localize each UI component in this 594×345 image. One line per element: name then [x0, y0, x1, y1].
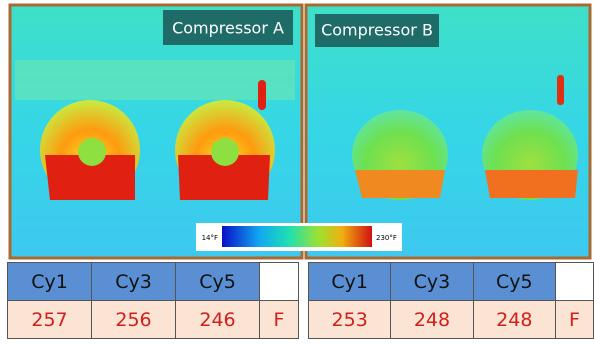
value-cell: 246	[176, 301, 260, 339]
value-cell: 248	[391, 301, 473, 339]
unit-cell: F	[260, 301, 299, 339]
panel-b: Compressor B	[306, 5, 590, 258]
blank-cell	[555, 263, 593, 301]
panel-label: Compressor A	[172, 19, 284, 38]
colorbar-max: 230°F	[376, 234, 397, 242]
page: Compressor A Compressor B 14°F 230°F Cy1…	[0, 0, 594, 345]
header-cell: Cy1	[8, 263, 92, 301]
thermal-images: Compressor A Compressor B 14°F 230°F	[0, 0, 594, 260]
value-cell: 257	[8, 301, 92, 339]
header-cell: Cy5	[176, 263, 260, 301]
header-cell: Cy5	[473, 263, 555, 301]
unit-cell: F	[555, 301, 593, 339]
blank-cell	[260, 263, 299, 301]
header-cell: Cy1	[309, 263, 391, 301]
panel-label: Compressor B	[321, 21, 433, 40]
header-cell: Cy3	[391, 263, 473, 301]
colorbar-min: 14°F	[202, 234, 218, 242]
header-cell: Cy3	[92, 263, 176, 301]
value-cell: 248	[473, 301, 555, 339]
colorbar: 14°F 230°F	[196, 223, 402, 251]
panel-a: Compressor A	[10, 5, 302, 258]
value-cell: 253	[309, 301, 391, 339]
value-cell: 256	[92, 301, 176, 339]
